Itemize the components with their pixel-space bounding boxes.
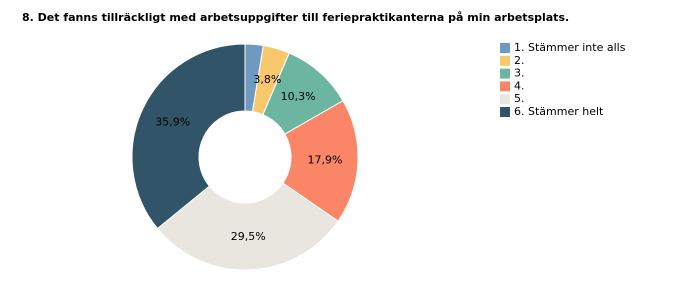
data-label: 10,3% — [281, 90, 316, 103]
legend-label: 6. Stämmer helt — [514, 105, 604, 118]
legend-swatch — [500, 68, 510, 79]
slice — [282, 100, 359, 222]
slice — [131, 43, 246, 230]
legend-label: 4. — [514, 79, 525, 92]
legend-label: 3. — [514, 67, 525, 80]
legend-label: 1. Stämmer inte alls — [514, 41, 626, 54]
chart-title: 8. Det fanns tillräckligt med arbetsuppg… — [22, 11, 569, 24]
legend-label: 2. — [514, 54, 525, 67]
legend-label: 5. — [514, 92, 525, 105]
data-label: 29,5% — [231, 230, 266, 243]
legend-swatch — [500, 43, 510, 53]
data-label: 3,8% — [253, 73, 281, 86]
slice — [156, 182, 339, 271]
legend-swatch — [500, 55, 510, 66]
legend-swatch — [500, 81, 510, 92]
data-label: 35,9% — [155, 116, 190, 129]
legend-swatch — [500, 107, 510, 117]
data-label: 17,9% — [307, 153, 342, 166]
legend-swatch — [500, 94, 510, 105]
